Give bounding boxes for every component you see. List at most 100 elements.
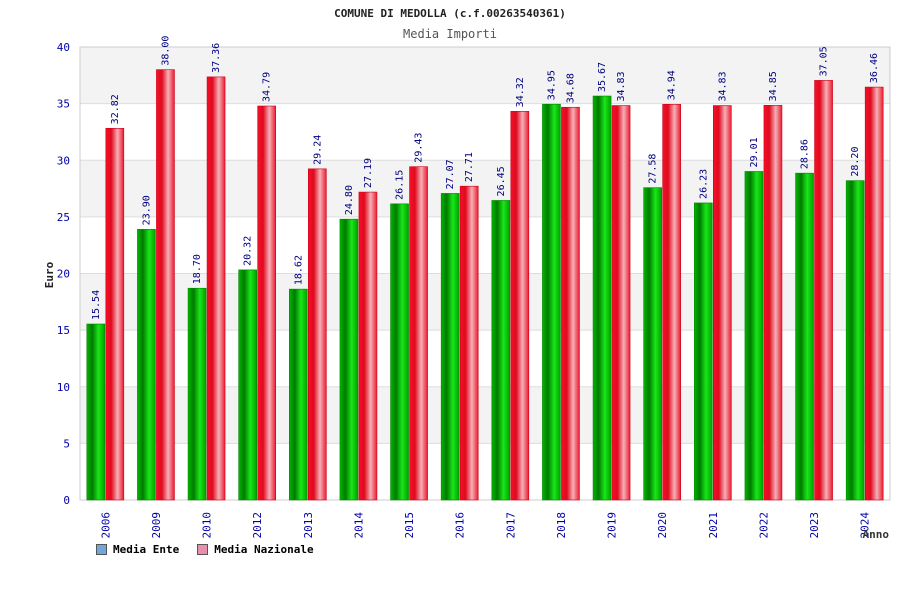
data-label-media-ente: 29.01 [749,137,760,167]
x-tick-label: 2023 [808,512,821,539]
bar-media-ente [694,202,713,501]
chart-subtitle: Media Importi [403,27,497,41]
bar-media-nazionale [105,128,125,501]
data-label-media-ente: 18.62 [293,255,304,285]
y-tick-label: 25 [57,211,70,224]
chart-title: COMUNE DI MEDOLLA (c.f.00263540361) [334,7,566,20]
data-label-media-ente: 15.54 [91,290,102,320]
y-tick-label: 40 [57,41,70,54]
bar-media-nazionale [814,80,833,501]
data-label-media-nazionale: 34.32 [515,77,526,107]
bar-media-nazionale [308,168,327,501]
legend-item-media-ente: Media Ente [96,543,179,556]
legend-label-media-nazionale: Media Nazionale [214,543,314,556]
x-tick-label: 2021 [707,512,720,539]
data-label-media-nazionale: 37.36 [211,43,222,73]
x-tick-label: 2010 [201,512,214,539]
legend-swatch-media-ente [96,544,107,555]
bar-media-nazionale [864,86,884,501]
bar-media-nazionale [257,105,276,501]
x-tick-label: 2024 [859,512,872,539]
y-axis-label: Euro [43,261,56,288]
data-label-media-nazionale: 34.85 [768,71,779,101]
data-label-media-ente: 35.67 [597,62,608,92]
x-tick-label: 2012 [251,512,264,539]
bar-media-ente [187,287,207,501]
plot-frame [79,46,891,501]
data-label-media-nazionale: 32.82 [110,94,121,124]
y-tick-label: 15 [57,324,70,337]
data-label-media-nazionale: 34.68 [565,73,576,103]
bar-media-ente [795,172,814,501]
y-tick-label: 20 [57,268,70,281]
x-tick-label: 2019 [606,512,619,539]
legend-item-media-nazionale: Media Nazionale [197,543,314,556]
bar-media-nazionale [561,106,580,501]
bar-media-nazionale [409,166,428,501]
y-tick-label: 0 [63,494,70,507]
y-tick-label: 10 [57,381,70,394]
bar-media-ente [542,103,561,501]
x-tick-label: 2022 [757,512,770,539]
x-axis-label: Anno [863,528,890,541]
x-tick-label: 2017 [504,512,517,539]
bar-media-nazionale [763,105,783,501]
bar-media-ente [137,229,156,501]
x-tick-label: 2016 [454,512,467,539]
bar-media-ente [86,323,106,501]
bar-media-ente [744,171,764,501]
legend-label-media-ente: Media Ente [113,543,180,556]
x-tick-label: 2018 [555,512,568,539]
y-tick-label: 30 [57,154,70,167]
plot-area: 0 5 10 15 20 25 30 35 40 15.54 32.82 2006 23.90 38.00… [57,36,891,539]
data-label-media-nazionale: 36.46 [869,53,880,83]
data-label-media-nazionale: 29.24 [312,135,323,165]
data-label-media-nazionale: 34.94 [667,70,678,100]
bar-media-nazionale [206,76,226,501]
bar-media-nazionale [156,69,175,501]
data-label-media-ente: 23.90 [141,195,152,225]
bar-media-ente [440,193,460,501]
bar-media-nazionale [459,185,479,501]
data-label-media-nazionale: 27.19 [363,158,374,188]
data-label-media-ente: 26.45 [496,166,507,196]
bar-media-ente [592,95,612,501]
data-label-media-nazionale: 38.00 [160,36,171,66]
bar-media-ente [238,269,257,501]
bar-media-ente [289,288,308,501]
data-label-media-nazionale: 27.71 [464,152,475,182]
data-label-media-ente: 24.80 [344,185,355,215]
x-tick-label: 2020 [656,512,669,539]
bar-media-ente [643,187,662,501]
legend: Media Ente Media Nazionale [96,543,314,556]
data-label-media-ente: 26.15 [395,170,406,200]
data-label-media-ente: 34.95 [546,70,557,100]
data-label-media-ente: 28.86 [800,139,811,169]
x-tick-label: 2006 [99,512,112,539]
bar-media-nazionale [510,111,530,501]
x-tick-label: 2013 [302,512,315,539]
data-label-media-nazionale: 34.79 [262,72,273,102]
data-label-media-ente: 28.20 [850,147,861,177]
data-label-media-ente: 27.58 [648,154,659,184]
bar-media-ente [339,218,359,501]
legend-swatch-media-nazionale [197,544,209,555]
bar-media-nazionale [713,105,732,501]
bar-media-ente [491,200,511,501]
x-tick-label: 2014 [352,512,365,539]
data-label-media-ente: 18.70 [192,254,203,284]
bar-media-ente [845,180,865,501]
bar-media-nazionale [611,105,631,501]
bar-media-ente [390,203,409,501]
x-tick-label: 2015 [403,512,416,539]
data-label-media-nazionale: 29.43 [414,133,425,163]
x-tick-label: 2009 [150,512,163,539]
data-label-media-nazionale: 37.05 [819,46,830,76]
data-label-media-nazionale: 34.83 [616,71,627,101]
data-label-media-ente: 20.32 [243,236,254,266]
data-label-media-ente: 26.23 [698,169,709,199]
bar-media-nazionale [662,104,681,501]
y-tick-label: 5 [63,437,70,450]
data-label-media-nazionale: 34.83 [717,71,728,101]
